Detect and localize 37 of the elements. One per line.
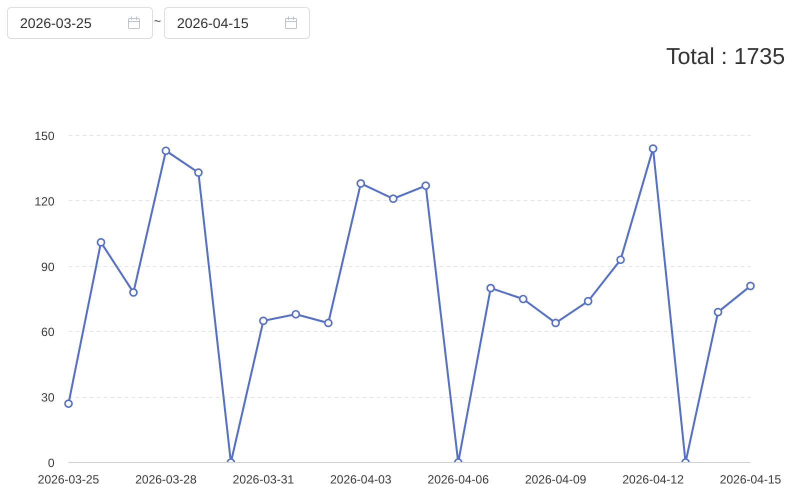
point bbox=[648, 144, 658, 153]
point bbox=[129, 288, 138, 297]
y-tick-label: 0 bbox=[48, 456, 55, 470]
point bbox=[388, 194, 398, 204]
point bbox=[616, 255, 625, 264]
x-tick-label: 2026-04-09 bbox=[524, 472, 587, 486]
point bbox=[194, 168, 203, 177]
x-tick-label: 2026-04-15 bbox=[720, 472, 782, 486]
text: ~ bbox=[154, 14, 162, 28]
y-tick-label: 30 bbox=[41, 390, 55, 405]
point bbox=[421, 181, 430, 190]
text: Total : 1735 bbox=[666, 43, 785, 70]
point bbox=[259, 316, 268, 326]
point bbox=[292, 310, 300, 319]
text: 2026-04-15 bbox=[177, 15, 249, 31]
point bbox=[584, 296, 592, 306]
y-tick-label: 90 bbox=[41, 260, 55, 274]
point bbox=[324, 318, 333, 328]
point bbox=[96, 238, 106, 247]
x-tick-label: 2026-03-25 bbox=[38, 472, 100, 486]
point bbox=[714, 308, 722, 316]
x-tick-label: 2026-04-03 bbox=[330, 472, 392, 486]
x-tick-label: 2026-04-06 bbox=[428, 472, 490, 486]
point bbox=[551, 318, 560, 328]
text: 2026-03-25 bbox=[20, 15, 92, 31]
y-tick-label: 120 bbox=[34, 194, 55, 208]
x-tick-label: 2026-03-31 bbox=[232, 472, 294, 486]
point bbox=[518, 294, 528, 304]
y-tick-label: 60 bbox=[41, 325, 55, 340]
x-tick-label: 2026-03-28 bbox=[135, 472, 197, 486]
point bbox=[746, 282, 755, 290]
point bbox=[356, 179, 366, 188]
point bbox=[486, 284, 495, 292]
x-tick-label: 2026-04-12 bbox=[622, 472, 684, 486]
point bbox=[64, 399, 73, 408]
point bbox=[162, 146, 170, 156]
y-tick-label: 150 bbox=[34, 129, 55, 143]
